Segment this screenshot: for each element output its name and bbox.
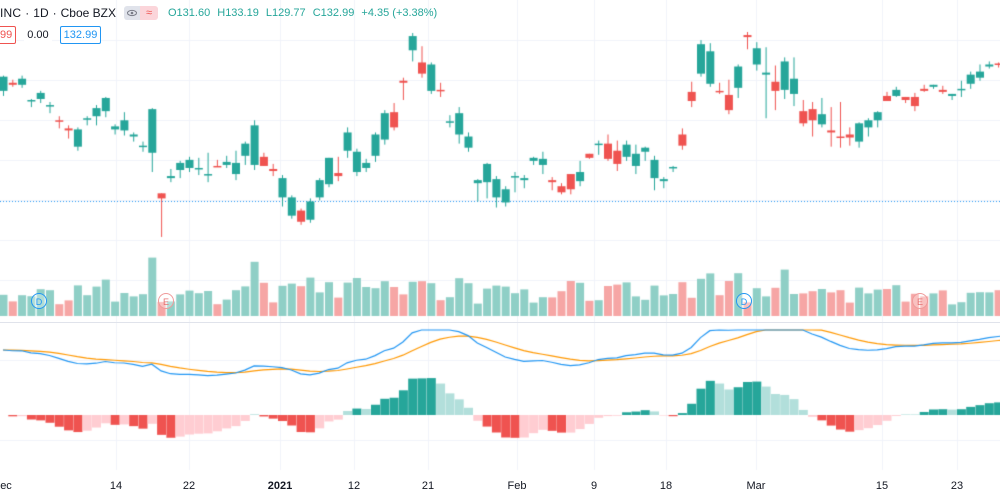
indicator-value-right: 132.99: [59, 26, 102, 44]
indicator-value-mid: 0.00: [24, 27, 52, 43]
x-tick-label: 14: [109, 480, 123, 492]
indicator-value-left: 99: [0, 26, 17, 44]
x-tick-label: ec: [0, 480, 12, 492]
pane-divider[interactable]: [0, 322, 1000, 323]
high-value: H133.19: [217, 7, 259, 19]
event-marker-dividend[interactable]: D: [31, 293, 47, 309]
low-value: L129.77: [265, 7, 306, 19]
close-value: C132.99: [312, 7, 355, 19]
eye-icon[interactable]: [123, 6, 140, 20]
symbol-legend: INC · 1D · Cboe BZX ≈ O131.60 H133.19 L1…: [0, 4, 441, 22]
event-marker-earnings[interactable]: E: [158, 293, 174, 309]
x-tick-label: 9: [590, 480, 598, 492]
x-tick-label: Mar: [746, 480, 766, 492]
x-tick-label: 21: [421, 480, 435, 492]
change-value: +4.35 (+3.38%): [361, 7, 438, 19]
x-tick-label: 23: [950, 480, 964, 492]
x-tick-label: 15: [875, 480, 889, 492]
x-tick-label: Feb: [507, 480, 527, 492]
event-marker-dividend[interactable]: D: [736, 293, 752, 309]
ohlc-values: O131.60 H133.19 L129.77 C132.99 +4.35 (+…: [168, 7, 441, 19]
exchange-label: Cboe BZX: [60, 6, 116, 20]
event-marker-earnings[interactable]: E: [912, 293, 928, 309]
interval-label: 1D: [33, 6, 49, 20]
wave-icon[interactable]: ≈: [139, 6, 158, 20]
x-tick-label: 22: [182, 480, 196, 492]
x-tick-label: 12: [347, 480, 361, 492]
x-tick-label: 2021: [267, 480, 293, 492]
time-axis: ec 14 22 2021 12 21 Feb 9 18 Mar 15 23: [0, 476, 1000, 498]
x-tick-label: 18: [659, 480, 673, 492]
indicator-values-row: 99 0.00 132.99: [0, 26, 109, 44]
symbol-name: INC: [0, 6, 22, 20]
open-value: O131.60: [167, 7, 211, 19]
